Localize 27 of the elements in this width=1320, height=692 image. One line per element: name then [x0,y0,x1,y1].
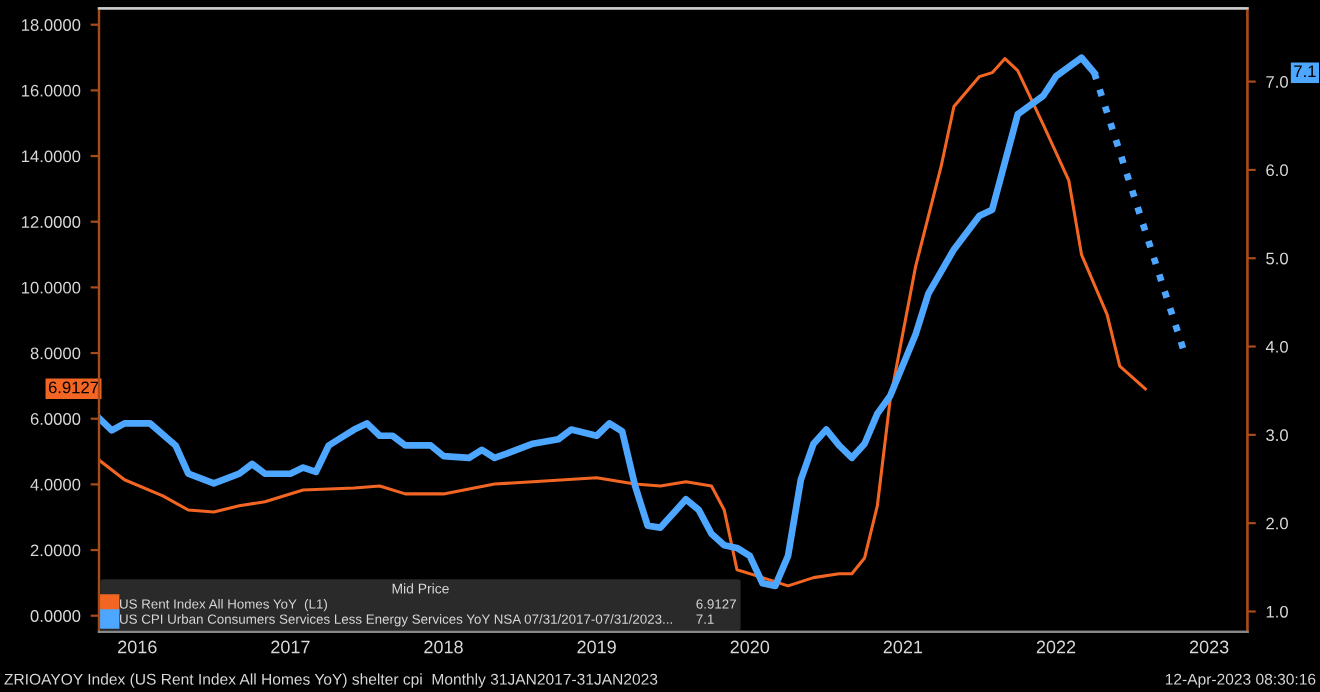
y-tick-label: 10.0000 [21,281,81,294]
y-tick-label: 14.0000 [21,150,81,163]
y2-tick-label: 7.0 [1266,76,1288,88]
x-tick-label: 2018 [424,640,463,654]
text: 6.9127 [48,381,99,394]
y2-tick-label: 4.0 [1265,340,1288,353]
text: 7.1 [1294,65,1316,78]
y-tick-label: 18.0000 [21,19,81,31]
y-tick-label: 0.0000 [30,610,81,622]
x-tick-label: 2017 [271,640,310,654]
y-tick-label: 6.0000 [30,413,81,425]
y2-tick-label: 6.0 [1266,164,1288,177]
y2-tick-label: 3.0 [1266,429,1288,442]
y-tick-label: 16.0000 [21,84,81,97]
x-tick-label: 2023 [1189,640,1229,654]
x-tick-label: 2016 [118,640,157,654]
x-tick-label: 2021 [883,640,923,654]
y-tick-label: 2.0000 [30,544,81,557]
y2-tick-label: 5.0 [1266,252,1288,265]
y-tick-label: 8.0000 [30,347,81,360]
x-tick-label: 2022 [1036,640,1076,654]
y-tick-label: 12.0000 [21,216,81,228]
x-tick-label: 2020 [730,640,770,654]
x-tick-label: 2019 [577,640,616,654]
y-tick-label: 4.0000 [30,478,81,491]
y2-tick-label: 2.0 [1266,517,1288,530]
y2-tick-label: 1.0 [1266,605,1288,618]
